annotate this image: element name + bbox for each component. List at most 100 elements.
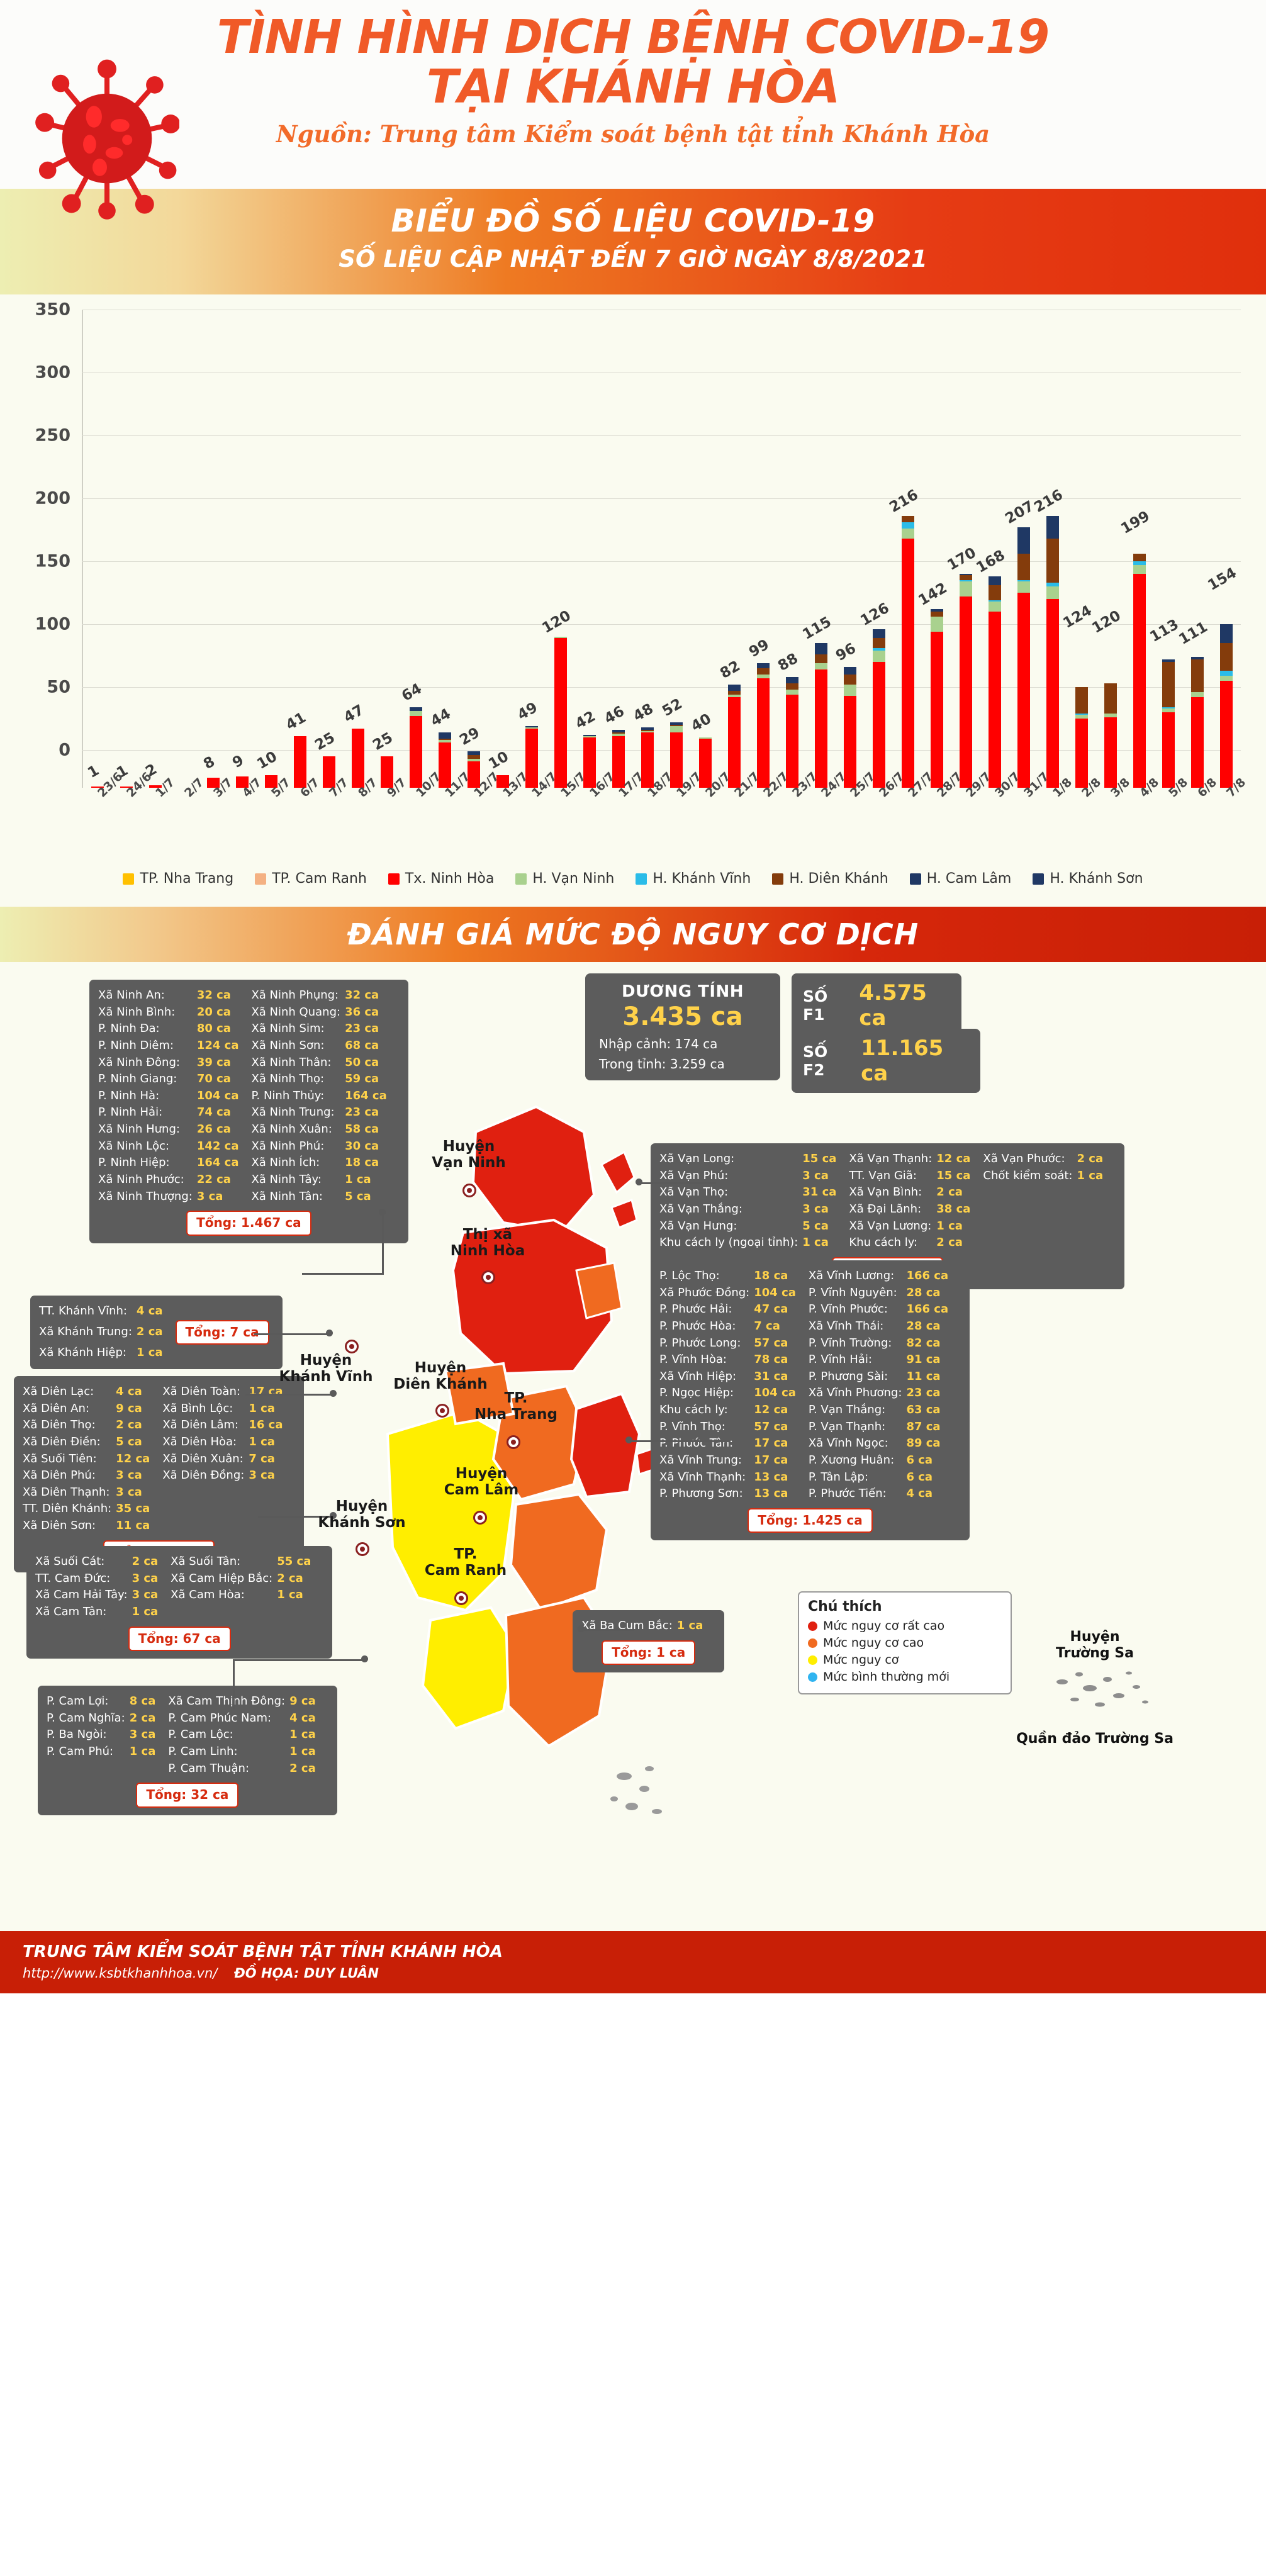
bar-segment [525,726,538,727]
bar-column: 49 [515,347,546,788]
place-name: P. Xương Huân: [808,1453,895,1467]
bar-value-label: 40 [688,710,714,736]
risk-banner-title: ĐÁNH GIÁ MỨC ĐỘ NGUY CƠ DỊCH [347,917,919,951]
place-name: Xã Diên Đồng: [162,1469,245,1482]
case-count: 2 ca [132,1555,159,1568]
entry-cases: Nhập cảnh: 174 ca [599,1036,718,1051]
bar-segment [1162,708,1175,712]
place-name [47,1761,130,1778]
place-name [983,1184,1077,1201]
bar-segment [1046,586,1059,599]
table-row: P. Phước Long: 57 ca P. Vĩnh Trường: 82 ca [659,1335,961,1352]
leader-line-khanh-son [581,1629,634,1631]
place-name: Xã Suối Cát: [35,1555,105,1568]
bar-segment [728,697,741,788]
bar-segment [1017,554,1030,580]
bar-segment [1104,717,1117,788]
place-name: Xã Cam Hải Tây: [35,1588,128,1602]
gridline [82,372,1241,373]
table-row: P. Ninh Hà: 104 ca P. Ninh Thủy: 164 ca [98,1088,400,1105]
risk-legend: Chú thích Mức nguy cơ rất cao Mức nguy cơ… [798,1591,1012,1694]
place-name: Xã Cam Tân: [35,1604,107,1618]
case-count: 78 ca [754,1353,788,1367]
bar-value-label: 44 [428,705,454,731]
case-count [1077,1184,1116,1201]
legend-swatch [388,873,400,885]
place-name: Xã Vạn Thắng: [659,1202,742,1216]
bar-segment [873,648,885,651]
legend-swatch [1033,873,1045,885]
bar-segment [757,663,770,668]
bar-segment [902,516,914,522]
bar-segment [352,729,364,788]
bar-stack [641,727,654,788]
bar-segment [1017,581,1030,593]
place-name [162,1501,249,1518]
legend-label: H. Vạn Ninh [532,871,615,887]
case-count: 2 ca [129,1711,156,1725]
table-row: Xã Vĩnh Thạnh: 13 ca P. Tân Lập: 6 ca [659,1469,961,1486]
bar-column: 115 [800,347,836,788]
case-count: 23 ca [906,1386,941,1400]
map-label-ninh-hoa: Thị xã Ninh Hòa [450,1226,525,1260]
truong-sa-islands-icon [1056,1671,1148,1707]
bar-segment [149,785,162,788]
case-count: 1 ca [936,1219,963,1233]
bar-value-label: 10 [254,748,280,773]
place-name: Xã Diên Lâm: [162,1418,239,1432]
legend-item: TP. Cam Ranh [255,871,367,887]
bar-value-label: 82 [717,658,743,683]
case-count: 1 ca [277,1588,303,1602]
case-count: 80 ca [196,1022,231,1036]
map-label-truong-sa: Huyện Trường Sa [1056,1629,1134,1662]
chart-plot-area: 0 50 100 150 200 250 300 350 1 1 2 8 9 10 41 25 47 25 64 4… [35,300,1241,788]
chart-legend: TP. Nha Trang TP. Cam Ranh Tx. Ninh Hòa H. … [0,860,1266,903]
place-name: Xã Vĩnh Thái: [808,1319,884,1333]
place-name: Xã Ninh Tây: [251,1172,322,1186]
legend-swatch [255,873,267,885]
case-count: 20 ca [196,1005,231,1019]
place-name: P. Phước Hải: [659,1302,732,1316]
place-name: Xã Vạn Phước: [983,1152,1065,1165]
map-label-cam-lam: Huyện Cam Lâm [444,1465,519,1499]
table-row: Xã Vạn Thắng: 3 ca Xã Đại Lãnh: 38 ca [659,1201,1116,1218]
case-count: 91 ca [906,1353,941,1367]
footer-url[interactable]: http://www.ksbtkhanhhoa.vn/ [23,1966,218,1981]
bar-segment [1133,574,1146,788]
case-count: 7 ca [754,1319,780,1333]
bar-column: 170 [944,347,980,788]
bar-stack [1162,659,1175,788]
case-count: 23 ca [345,1022,379,1036]
place-name: Xã Cam Hòa: [171,1588,245,1602]
map-pin-dien-khanh [435,1404,449,1418]
case-count: 4 ca [116,1385,142,1398]
case-count: 26 ca [196,1123,231,1136]
bar-segment [1162,712,1175,788]
risk-legend-label: Mức nguy cơ [823,1653,899,1667]
bar-segment [1075,687,1088,714]
case-count: 32 ca [345,988,379,1002]
case-count: 3 ca [802,1168,829,1182]
bar-segment [1017,580,1030,581]
place-name: P. Vĩnh Hải: [808,1353,872,1367]
leader-dot-khanh-vinh [326,1330,333,1336]
bar-stack [207,778,220,788]
table-row: Xã Diên Điền: 5 ca Xã Diên Hòa: 1 ca [23,1434,295,1451]
bar-segment [439,740,451,742]
place-name: P. Cam Lộc: [168,1728,233,1742]
y-axis-tick: 0 [59,740,70,760]
bar-column: 47 [341,347,373,788]
case-count: 4 ca [136,1304,163,1318]
place-name: Xã Vĩnh Hiệp: [659,1369,737,1383]
place-name: Xã Bình Lộc: [162,1401,233,1415]
place-name: Xã Phước Đồng: [659,1285,750,1299]
bar-segment [844,696,856,788]
place-name: Xã Diên Toàn: [162,1385,240,1398]
bar-segment [873,651,885,662]
header: TÌNH HÌNH DỊCH BỆNH COVID-19 TẠI KHÁNH H… [0,0,1266,220]
bar-stack [468,751,480,788]
bar-segment [931,612,943,617]
table-row: P. Vĩnh Thọ: 57 ca P. Vạn Thạnh: 87 ca [659,1419,961,1436]
case-count: 11 ca [116,1519,150,1532]
case-count: 39 ca [196,1055,231,1069]
